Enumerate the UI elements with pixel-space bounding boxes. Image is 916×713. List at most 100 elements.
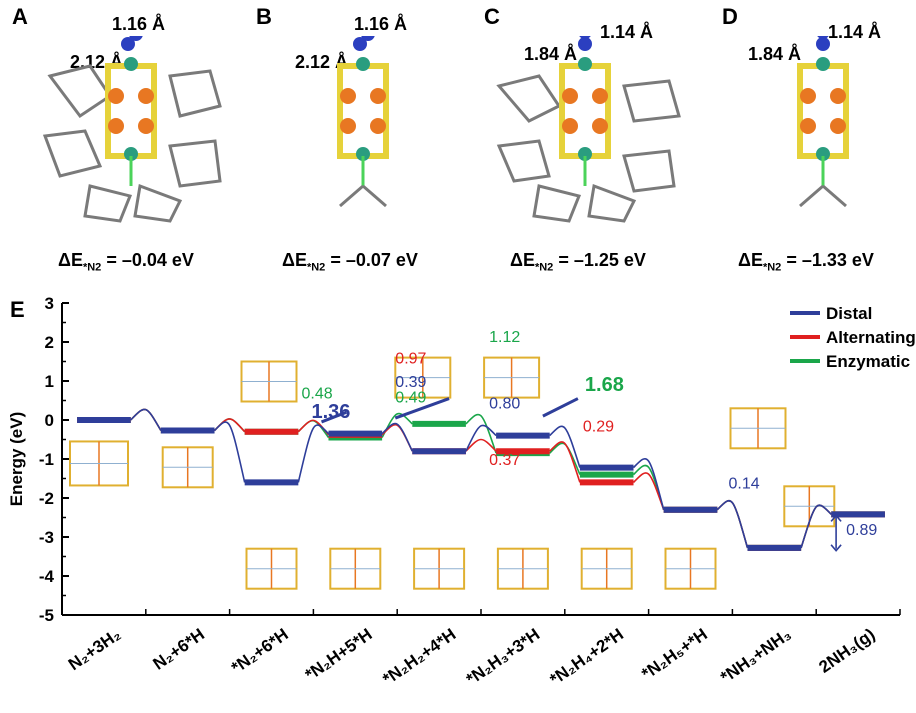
energy-label-a: ΔE*N2 = –0.04 eV (58, 250, 194, 274)
transition-connector (213, 421, 246, 483)
y-tick-label: 2 (45, 333, 54, 352)
bond-length-side-d: 1.84 Å (748, 44, 802, 64)
transition-connector (130, 408, 162, 431)
bond-length-side-b: 2.12 Å (295, 52, 349, 72)
cluster-icon-bottom (580, 547, 633, 590)
y-axis-label: Energy (eV) (7, 412, 26, 506)
chart-axes: 3 2 1 0 -1 -2 -3 -4 -5 Energy (eV) N₂+3H₂ N₂+6*H *N₂… (7, 294, 901, 689)
legend-label: Alternating (826, 328, 916, 347)
transition-connector (465, 424, 497, 452)
transition-connector (130, 408, 162, 431)
annotation-label: 0.49 (395, 389, 426, 406)
bond-length-top-a: 1.16 Å (112, 14, 166, 34)
series-distal (77, 408, 885, 551)
transition-connector (465, 438, 497, 452)
x-tick-label: N₂+3H₂ (65, 625, 124, 674)
cluster-icon-start (161, 446, 214, 489)
x-tick-label: *NH₃+NH₃ (717, 625, 795, 687)
chart-series (77, 408, 885, 551)
energy-label-c: ΔE*N2 = –1.25 eV (510, 250, 646, 274)
x-tick-label: *N₂H+5*H (302, 625, 376, 685)
bond-length-top-b: 1.16 Å (354, 14, 408, 34)
x-tick-label: *N₂H₄+2*H (546, 625, 627, 689)
annotation-label: 0.29 (583, 419, 614, 436)
transition-connector (632, 472, 665, 510)
energy-label-b: ΔE*N2 = –0.07 eV (282, 250, 418, 274)
y-tick-label: -3 (39, 528, 54, 547)
cluster-icon-top (394, 356, 452, 399)
cluster-icon-top (240, 360, 298, 403)
energy-label-d: ΔE*N2 = –1.33 eV (738, 250, 874, 274)
bond-length-side-c: 1.84 Å (524, 44, 578, 64)
energy-symbol: ΔE (58, 250, 83, 270)
energy-subscript: *N2 (82, 261, 102, 274)
annotation-label: 0.97 (395, 350, 426, 367)
energy-subscript: *N2 (306, 261, 326, 274)
cluster-icon-start (69, 440, 129, 487)
annotation-label: 1.68 (585, 374, 624, 396)
x-tick-label: *N₂H₅+*H (638, 625, 711, 684)
pointer-arrow-icon (542, 397, 579, 418)
arrowhead-down-icon (830, 544, 842, 552)
legend-label: Enzymatic (826, 352, 910, 371)
molecule-image-d (797, 36, 849, 208)
transition-connector (632, 464, 665, 510)
panel-letter-b: B (256, 4, 272, 29)
bond-length-top-d: 1.14 Å (828, 22, 882, 42)
transition-connector (381, 422, 414, 452)
y-tick-label: -4 (39, 567, 55, 586)
arrowhead-up-icon (830, 514, 842, 522)
energy-subscript: *N2 (534, 261, 554, 274)
transition-connector (549, 441, 581, 483)
cluster-icon-bottom (496, 547, 549, 590)
chart-annotations: 0.481.36 0.97 0.390.49 1.12 0.80 1.68 0.29 0.37… (302, 329, 877, 552)
transition-connector (297, 424, 330, 483)
panel-letter-a: A (12, 4, 28, 29)
y-tick-label: 0 (45, 411, 54, 430)
y-tick-label: -5 (39, 606, 54, 625)
annotation-label: 0.80 (489, 395, 520, 412)
x-tick-label: *N₂H₂+4*H (379, 625, 459, 689)
energy-symbol: ΔE (282, 250, 307, 270)
y-tick-label: 1 (45, 372, 54, 391)
legend-label: Distal (826, 304, 872, 323)
cluster-icon-bottom (664, 547, 717, 590)
cluster-icon-bottom (329, 547, 382, 590)
pointer-arrow-icon (394, 397, 450, 420)
y-tick-label: -1 (39, 450, 54, 469)
transition-connector (716, 499, 749, 549)
panel-letter-e: E (10, 297, 25, 322)
annotation-label: 0.14 (729, 475, 760, 492)
x-tick-label: 2NH₃(g) (815, 625, 878, 677)
cluster-icon-top (729, 407, 787, 450)
transition-connector (130, 408, 162, 431)
annotation-label: 0.48 (302, 386, 333, 403)
y-tick-label: 3 (45, 294, 54, 313)
annotation-label: 1.12 (489, 329, 520, 346)
annotation-label: 0.89 (846, 522, 877, 539)
energy-value: = –1.33 eV (786, 250, 874, 270)
annotation-label: 0.37 (489, 452, 520, 469)
pointer-arrow-icon (320, 410, 348, 424)
annotation-label: 0.39 (395, 374, 426, 391)
energy-subscript: *N2 (762, 261, 782, 274)
chart-molecule-icons (69, 356, 836, 590)
cluster-icon-top (483, 356, 541, 399)
transition-connector (716, 499, 749, 549)
y-tick-label: -2 (39, 489, 54, 508)
annotation-label: 1.36 (312, 401, 351, 423)
chart-legend: Distal Alternating Enzymatic (790, 304, 916, 371)
x-tick-label: *N₂+6*H (228, 625, 292, 678)
transition-connector (716, 499, 749, 549)
transition-connector (549, 425, 581, 468)
cluster-icon-bottom (245, 547, 298, 590)
molecule-image-b (337, 36, 389, 208)
transition-connector (465, 413, 497, 454)
x-tick-label: *N₂H₃+3*H (463, 625, 543, 689)
x-tick-label: N₂+6*H (149, 625, 207, 674)
molecule-image-c (496, 36, 681, 223)
molecule-image-a (42, 36, 222, 223)
bond-length-top-c: 1.14 Å (600, 22, 654, 42)
energy-value: = –0.07 eV (330, 250, 418, 270)
energy-value: = –0.04 eV (106, 250, 194, 270)
